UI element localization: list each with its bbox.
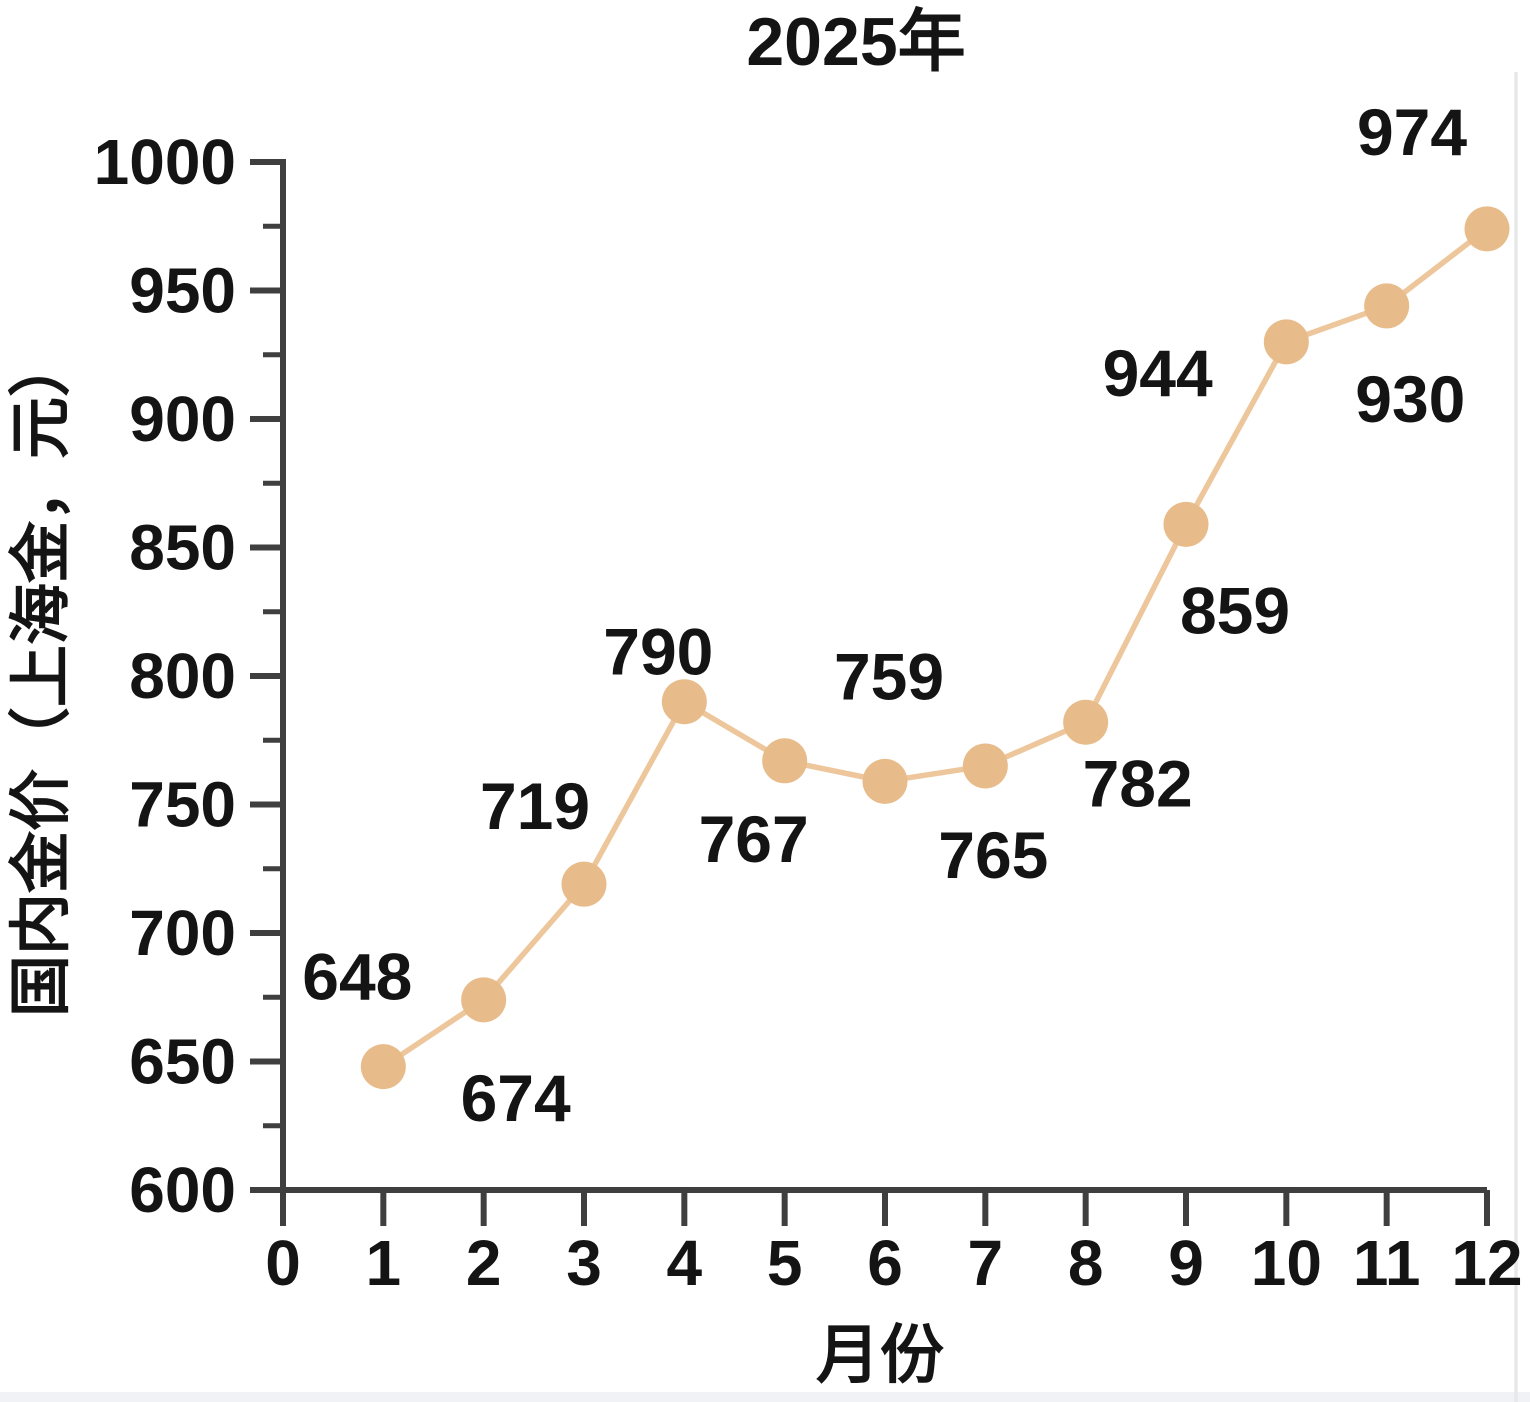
data-point-month-8 (1063, 699, 1109, 745)
data-point-label-month-12: 974 (1357, 95, 1467, 169)
data-point-label-month-11: 944 (1103, 336, 1213, 410)
bottom-window-band (0, 1392, 1530, 1402)
x-tick-label: 12 (1451, 1227, 1522, 1299)
x-tick-label: 1 (366, 1227, 402, 1299)
data-point-month-10 (1263, 319, 1309, 365)
x-tick-label: 3 (566, 1227, 602, 1299)
data-point-label-month-1: 648 (302, 940, 412, 1014)
data-point-month-2 (461, 977, 507, 1023)
data-point-month-5 (762, 738, 808, 784)
data-point-label-month-3: 719 (480, 769, 590, 843)
y-tick-label: 750 (129, 769, 236, 841)
data-point-label-month-8: 782 (1083, 746, 1193, 820)
axes (250, 159, 1490, 1226)
y-tick-label: 950 (129, 255, 236, 327)
data-point-label-month-7: 765 (938, 818, 1048, 892)
chart-title: 2025年 (746, 4, 965, 80)
y-tick-label: 650 (129, 1026, 236, 1098)
x-tick-label: 8 (1068, 1227, 1104, 1299)
data-point-label-month-2: 674 (461, 1061, 571, 1135)
data-series (360, 206, 1510, 1090)
data-point-month-12 (1464, 206, 1510, 252)
x-tick-label: 0 (265, 1227, 301, 1299)
y-tick-label: 800 (129, 640, 236, 712)
data-point-month-6 (862, 758, 908, 804)
y-tick-label: 1000 (94, 126, 236, 198)
x-tick-label: 7 (968, 1227, 1004, 1299)
data-point-month-11 (1364, 283, 1410, 329)
x-tick-label: 2 (466, 1227, 502, 1299)
data-point-label-month-10: 930 (1355, 362, 1465, 436)
data-point-month-3 (561, 861, 607, 907)
x-axis-label: 月份 (816, 1319, 944, 1391)
x-tick-label: 9 (1168, 1227, 1204, 1299)
data-point-label-month-9: 859 (1180, 573, 1290, 647)
y-tick-label: 600 (129, 1154, 236, 1226)
data-point-label-month-6: 759 (834, 639, 944, 713)
x-tick-label: 5 (767, 1227, 803, 1299)
data-point-label-month-5: 767 (699, 802, 809, 876)
data-point-labels: 648 674 719 790 767 759 765 782 859 930 944 974 (302, 95, 1467, 1135)
x-tick-label: 6 (867, 1227, 903, 1299)
x-axis-tick-labels: 0 1 2 3 4 5 6 7 8 9 10 11 12 (265, 1227, 1522, 1299)
y-tick-label: 700 (129, 897, 236, 969)
data-point-label-month-4: 790 (603, 615, 713, 689)
x-tick-label: 11 (1353, 1227, 1421, 1299)
data-point-month-4 (661, 679, 707, 725)
x-tick-label: 10 (1251, 1227, 1322, 1299)
x-tick-label: 4 (667, 1227, 703, 1299)
y-axis-tick-labels: 600 650 700 750 800 850 900 950 1000 (94, 126, 236, 1226)
data-point-month-7 (962, 743, 1008, 789)
y-tick-label: 850 (129, 512, 236, 584)
data-point-month-1 (360, 1044, 406, 1090)
y-axis-label: 国内金价（上海金，元） (6, 335, 76, 1017)
y-tick-label: 900 (129, 383, 236, 455)
data-point-month-9 (1163, 501, 1209, 547)
